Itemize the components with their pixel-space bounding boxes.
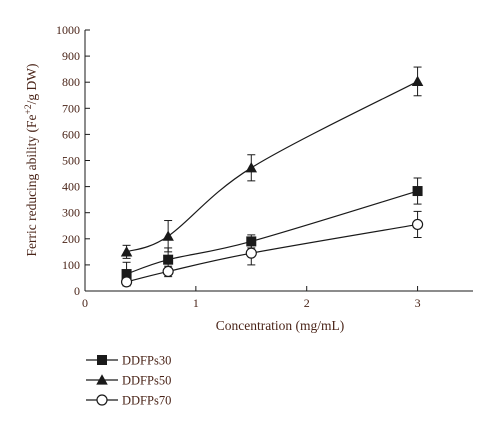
- data-point-ddfps70: [120, 276, 133, 288]
- y-tick-label: 900: [62, 49, 80, 63]
- y-tick-label: 200: [62, 232, 80, 246]
- x-tick-label: 2: [304, 296, 310, 310]
- data-point-ddfps30: [163, 254, 174, 265]
- legend-label-ddfps30: DDFPs30: [122, 354, 171, 368]
- data-point-ddfps70: [162, 265, 174, 278]
- y-tick-label: 800: [62, 75, 80, 89]
- legend-marker-ddfps50: [96, 374, 108, 385]
- series-line-ddfps30: [126, 190, 418, 275]
- data-point-ddfps50: [162, 230, 174, 241]
- y-tick-label: 100: [62, 258, 80, 272]
- y-axis-title-suffix: /g DW): [24, 63, 39, 104]
- y-tick-label: 400: [62, 180, 80, 194]
- y-tick-label: 600: [62, 127, 80, 141]
- legend-marker-ddfps30: [97, 355, 107, 365]
- legend-entry-ddfps70: DDFPs70: [86, 394, 171, 408]
- x-axis-title: Concentration (mg/mL): [216, 318, 345, 333]
- data-point-ddfps50: [411, 75, 424, 87]
- series-line-ddfps70: [126, 223, 418, 283]
- legend-entry-ddfps50: DDFPs50: [86, 374, 171, 388]
- legend-label-ddfps70: DDFPs70: [122, 394, 171, 408]
- x-tick-label: 3: [415, 296, 421, 310]
- plot-area: 0 100 200 300 400 500 600 700 800 900 1000 0 1 2 3: [56, 23, 473, 310]
- y-axis-title: Ferric reducing ability (Fe+2/g DW): [24, 63, 39, 256]
- y-axis-title-sup: +2: [24, 104, 34, 114]
- legend: DDFPs30 DDFPs50 DDFPs70: [86, 354, 171, 408]
- data-point-ddfps70: [411, 218, 424, 231]
- x-tick-label: 0: [82, 296, 88, 310]
- series-line-ddfps50: [126, 80, 418, 253]
- y-tick-label: 300: [62, 206, 80, 220]
- data-point-ddfps30: [412, 186, 423, 197]
- legend-entry-ddfps30: DDFPs30: [86, 354, 171, 368]
- y-tick-label: 700: [62, 101, 80, 115]
- y-tick-label: 1000: [56, 23, 80, 37]
- y-axis-title-prefix: Ferric reducing ability (Fe: [24, 114, 39, 256]
- legend-label-ddfps50: DDFPs50: [122, 374, 171, 388]
- data-point-ddfps30: [121, 269, 132, 280]
- data-point-ddfps50: [120, 246, 133, 257]
- data-point-ddfps70: [245, 247, 257, 259]
- data-point-ddfps50: [245, 162, 258, 173]
- y-tick-label: 500: [62, 154, 80, 168]
- x-tick-label: 1: [193, 296, 199, 310]
- y-tick-label: 0: [74, 284, 80, 298]
- legend-marker-ddfps70: [96, 394, 108, 406]
